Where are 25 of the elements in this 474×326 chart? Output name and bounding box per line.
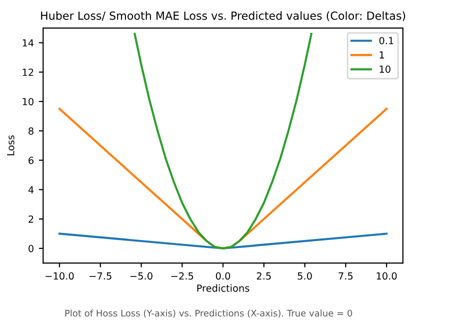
x-tick-label: 10.0 [376, 272, 397, 280]
legend-label: 1 [380, 51, 384, 58]
legend-label: 10 [380, 66, 390, 73]
x-tick-label: 2.5 [256, 272, 271, 280]
y-tick-label: 6 [28, 156, 34, 164]
y-tick-label: 4 [28, 186, 34, 194]
y-axis-title: Loss [7, 135, 14, 156]
x-tick-label: −10.0 [46, 272, 74, 280]
legend-label: 0.1 [379, 36, 394, 44]
x-tick-label: −2.5 [171, 272, 194, 280]
x-tick-label: 5.0 [298, 272, 312, 280]
x-tick-label: −5.0 [130, 272, 152, 280]
text: Plot of Hoss Loss (Y-axis) vs. Predictions (X-axis). True value = 0 [65, 310, 352, 318]
y-tick-label: 14 [22, 39, 34, 46]
y-tick-label: 2 [28, 215, 34, 223]
y-tick-label: 8 [28, 127, 34, 135]
y-tick-label: 0 [28, 244, 34, 252]
y-tick-label: 12 [22, 68, 34, 76]
chart-title: Huber Loss/ Smooth MAE Loss vs. Predicted values (Color: Deltas) [41, 11, 406, 22]
line-series [134, 32, 312, 250]
y-tick-label: 10 [22, 98, 34, 106]
x-tick-label: 0.0 [216, 272, 230, 280]
x-tick-label: −7.5 [90, 272, 112, 280]
x-tick-label: 7.5 [338, 272, 353, 280]
x-axis-title: Predictions [197, 284, 250, 292]
